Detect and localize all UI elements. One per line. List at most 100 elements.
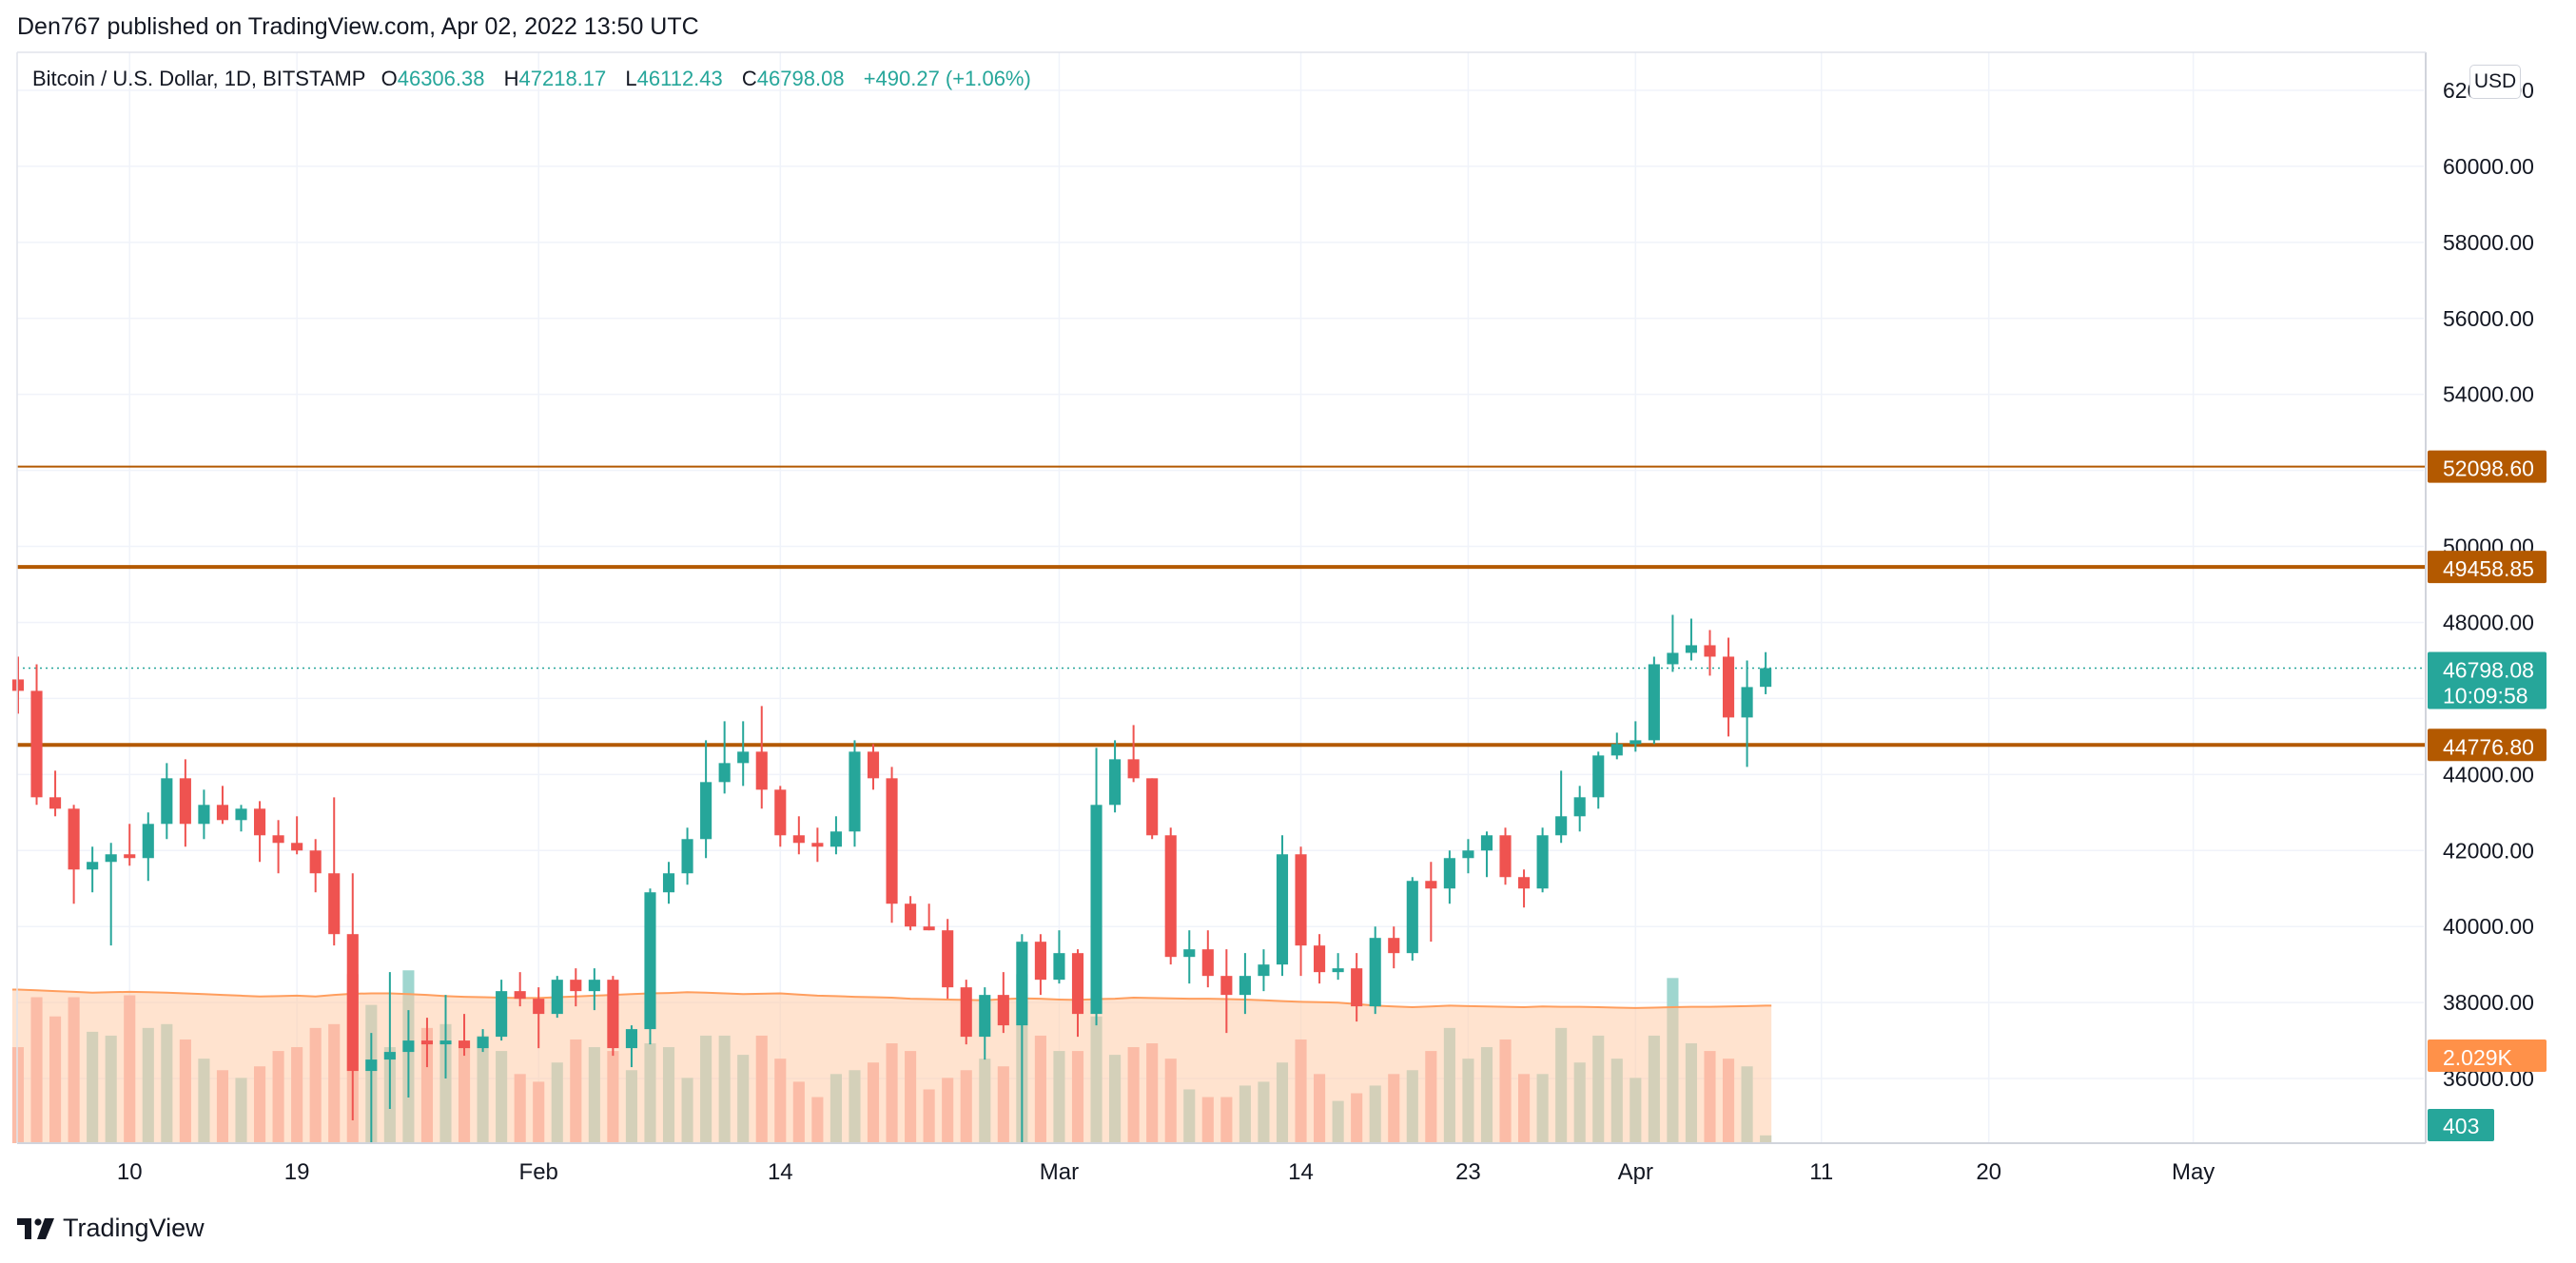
candle-body — [198, 805, 210, 825]
x-tick-label: 20 — [1976, 1159, 2001, 1185]
candle-body — [11, 679, 25, 691]
candle-body — [700, 782, 712, 840]
candle-body — [1555, 816, 1568, 836]
x-tick-label: 14 — [768, 1159, 793, 1185]
candle-body — [1220, 976, 1233, 996]
candle-body — [496, 991, 508, 1038]
candle-body — [1388, 938, 1400, 954]
volume-ma-area — [11, 989, 1772, 1143]
x-tick-label: 19 — [284, 1159, 310, 1185]
candle-body — [1536, 835, 1549, 889]
high-value: 47218.17 — [518, 67, 607, 90]
time-axis: 10 19 Feb 14 Mar 14 23 Apr 11 20 May — [117, 1159, 2215, 1185]
x-tick-label: 10 — [117, 1159, 143, 1185]
level-badge-text: 49458.85 — [2443, 556, 2534, 581]
candle-body — [1462, 850, 1474, 859]
candle-body — [328, 873, 341, 935]
candle-body — [1425, 881, 1437, 889]
axis-badges: 52098.60 49458.85 44776.80 46798.0810:09:58… — [2428, 450, 2547, 1141]
candle-body — [1480, 835, 1493, 851]
high-label: H — [503, 67, 519, 90]
candle-body — [49, 797, 62, 809]
candle-body — [1258, 964, 1270, 977]
candle-body — [1630, 740, 1642, 745]
candle-body — [625, 1029, 637, 1049]
y-tick-label: 60000.00 — [2443, 154, 2534, 179]
candle-body — [644, 892, 656, 1030]
price-levels — [17, 465, 2426, 748]
x-tick-label: 11 — [1809, 1159, 1833, 1185]
candle-body — [105, 854, 117, 863]
low-label: L — [625, 67, 637, 90]
candle-body — [755, 751, 768, 790]
candle-body — [737, 751, 750, 764]
candle-body — [979, 995, 991, 1038]
candle-body — [402, 1040, 415, 1053]
candle-body — [1518, 877, 1531, 889]
candle-body — [681, 839, 693, 874]
x-tick-label: Apr — [1618, 1159, 1653, 1185]
footer-logo[interactable]: TradingView — [17, 1214, 205, 1243]
candle-body — [216, 805, 229, 821]
candle-body — [1332, 968, 1344, 973]
volume-badge: 403 — [2428, 1109, 2494, 1141]
candle-body — [607, 980, 619, 1049]
level-badge: 52098.60 — [2428, 450, 2547, 483]
grid-lines — [17, 52, 2424, 1143]
volume-badge-text: 403 — [2443, 1114, 2479, 1138]
level-badge-bg — [2428, 729, 2547, 762]
candle-body — [1351, 968, 1363, 1007]
candle-body — [1406, 881, 1418, 954]
candle-body — [533, 999, 545, 1015]
candle-body — [346, 934, 359, 1072]
candle-body — [588, 980, 600, 992]
candle-body — [923, 926, 935, 931]
change-value: +490.27 (+1.06%) — [863, 67, 1031, 90]
x-tick-label: Feb — [519, 1159, 558, 1185]
tradingview-logo-icon — [17, 1217, 54, 1239]
candle-body — [1164, 835, 1177, 958]
open-label: O — [381, 67, 398, 90]
y-tick-label: 58000.00 — [2443, 230, 2534, 255]
y-tick-label: 42000.00 — [2443, 838, 2534, 863]
last-price-badge-bg — [2428, 651, 2547, 709]
candle-body — [1443, 858, 1455, 889]
candle-body — [774, 789, 787, 836]
candle-body — [458, 1040, 471, 1049]
candle-body — [1016, 942, 1028, 1026]
candle-body — [829, 831, 842, 847]
candle-body — [309, 850, 322, 874]
candle-body — [514, 991, 526, 1000]
candle-body — [1109, 759, 1122, 806]
currency-button[interactable]: USD — [2469, 65, 2521, 99]
x-tick-label: Mar — [1040, 1159, 1079, 1185]
candle-body — [1090, 805, 1103, 1015]
candle-body — [124, 854, 136, 859]
candles — [11, 614, 1772, 1143]
candle-body — [1276, 854, 1289, 965]
candle-body — [1722, 656, 1735, 718]
close-label: C — [741, 67, 757, 90]
last-price-badge-text: 46798.08 — [2443, 658, 2534, 683]
volume-ma-badge-text: 2.029K — [2443, 1045, 2513, 1070]
candle-body — [1592, 755, 1605, 798]
candle-body — [570, 980, 582, 992]
candle-body — [1183, 949, 1196, 958]
x-tick-label: May — [2172, 1159, 2215, 1185]
candle-body — [161, 778, 173, 825]
candle-body — [942, 930, 954, 988]
y-tick-label: 48000.00 — [2443, 610, 2534, 634]
volume-badge-bg — [2428, 1109, 2494, 1141]
candle-body — [867, 751, 880, 779]
volume-ma-badge: 2.029K — [2428, 1040, 2547, 1072]
candle-body — [1685, 645, 1698, 653]
candle-body — [1667, 652, 1679, 665]
volume-moving-average — [11, 988, 1772, 1143]
y-tick-label: 56000.00 — [2443, 306, 2534, 331]
candle-body — [30, 690, 43, 798]
candle-body — [235, 808, 247, 821]
candle-body — [1314, 945, 1326, 973]
candle-body — [1499, 835, 1512, 878]
